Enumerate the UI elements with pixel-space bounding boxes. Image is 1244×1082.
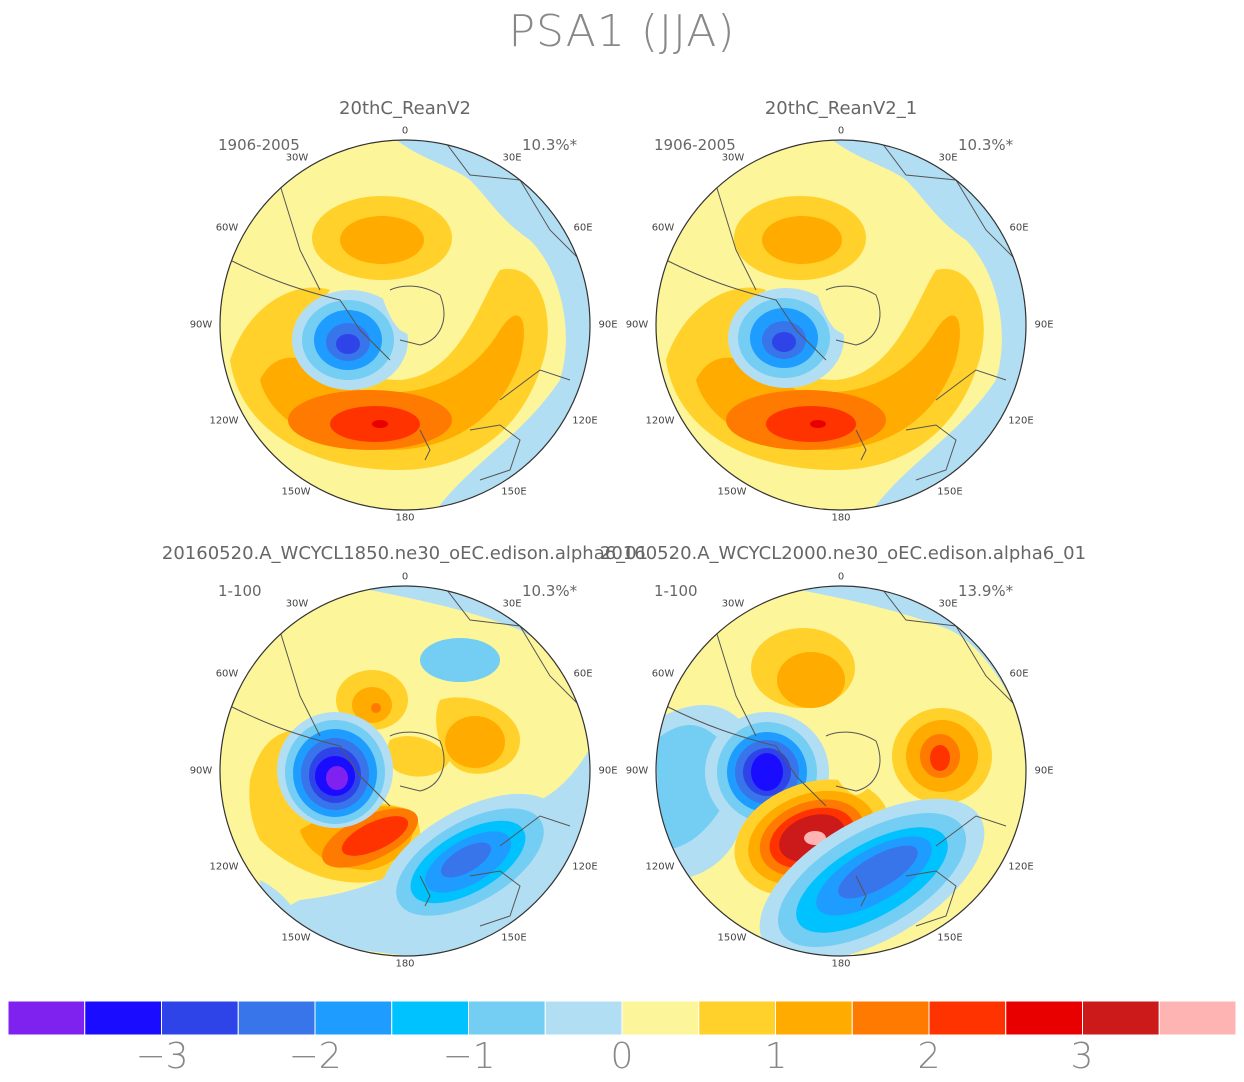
colorbar-swatch [1005,1000,1083,1036]
panel-4-variance: 13.9%* [958,582,1014,600]
p3-lon-120e: 120E [572,861,598,873]
colorbar-tick-label: −3 [135,1036,189,1077]
p4-lon-180: 180 [831,958,851,970]
colorbar-swatch [391,1000,469,1036]
p4-lon-120e: 120E [1008,861,1034,873]
p3-lon-60w: 60W [215,668,239,680]
colorbar-swatch [1082,1000,1160,1036]
p4-lon-150e: 150E [937,932,963,944]
p4-lon-90e: 90E [1034,765,1054,777]
p4-lon-150w: 150W [717,932,747,944]
p1-lon-180: 180 [395,512,415,524]
p2-lon-60w: 60W [651,222,675,234]
panel-2-variance: 10.3%* [958,136,1014,154]
p3-lon-90w: 90W [189,765,213,777]
panel-1-period: 1906-2005 [218,136,300,154]
colorbar-swatch [621,1000,700,1036]
p1-lon-150e: 150E [501,486,527,498]
p4-lon-60w: 60W [651,668,675,680]
p3-lon-150e: 150E [501,932,527,944]
p1-lon-120e: 120E [572,415,598,427]
p3-lon-90e: 90E [598,765,618,777]
p2-lon-150e: 150E [937,486,963,498]
colorbar-swatch [851,1000,930,1036]
p3-lon-150w: 150W [281,932,311,944]
p1-lon-60w: 60W [215,222,239,234]
polar-map-1 [220,140,590,510]
panel-2-title: 20thC_ReanV2_1 [764,98,918,119]
p3-lon-60e: 60E [573,668,593,680]
p1-lon-120w: 120W [209,415,239,427]
panel-1-title: 20thC_ReanV2 [339,98,471,119]
colorbar-tick-label: 1 [764,1036,788,1077]
polar-map-3 [220,586,590,956]
figure-title: PSA1 (JJA) [508,6,736,57]
p4-lon-0: 0 [837,571,845,583]
panel-1-variance: 10.3%* [522,136,578,154]
p2-lon-90w: 90W [625,319,649,331]
panel-4-period: 1-100 [654,582,698,600]
p3-lon-0: 0 [401,571,409,583]
p4-lon-60e: 60E [1009,668,1029,680]
colorbar-swatch [161,1000,239,1036]
p4-lon-90w: 90W [625,765,649,777]
colorbar-swatch [1158,1000,1237,1036]
colorbar-swatch [698,1000,776,1036]
colorbar [7,1000,1237,1036]
p1-lon-30e: 30E [502,152,522,164]
colorbar-tick-label: −2 [288,1036,342,1077]
p4-lon-30e: 30E [938,598,958,610]
colorbar-swatch [928,1000,1007,1036]
colorbar-swatch [775,1000,853,1036]
colorbar-swatch [544,1000,623,1036]
colorbar-tick-label: 2 [917,1036,941,1077]
p1-lon-90w: 90W [189,319,213,331]
panel-4-title: 20160520.A_WCYCL2000.ne30_oEC.edison.alp… [599,543,1087,564]
p4-lon-120w: 120W [645,861,675,873]
p3-lon-120w: 120W [209,861,239,873]
polar-map-4 [656,586,1026,956]
p2-lon-0: 0 [837,125,845,137]
colorbar-tick-label: −1 [442,1036,496,1077]
p3-lon-180: 180 [395,958,415,970]
p2-lon-120e: 120E [1008,415,1034,427]
panel-3-variance: 10.3%* [522,582,578,600]
p2-lon-150w: 150W [717,486,747,498]
colorbar-swatch [314,1000,393,1036]
panel-3-title: 20160520.A_WCYCL1850.ne30_oEC.edison.alp… [161,543,649,564]
p1-lon-150w: 150W [281,486,311,498]
colorbar-swatch [237,1000,316,1036]
colorbar-swatch [84,1000,162,1036]
p2-lon-120w: 120W [645,415,675,427]
p2-lon-90e: 90E [1034,319,1054,331]
p3-lon-30w: 30W [285,598,309,610]
p2-lon-180: 180 [831,512,851,524]
p1-lon-90e: 90E [598,319,618,331]
panel-3-period: 1-100 [218,582,262,600]
colorbar-swatch [468,1000,546,1036]
colorbar-swatch [7,1000,86,1036]
panel-2-period: 1906-2005 [654,136,736,154]
p3-lon-30e: 30E [502,598,522,610]
p2-lon-30e: 30E [938,152,958,164]
colorbar-tick-label: 0 [610,1036,634,1077]
p2-lon-30w: 30W [721,152,745,164]
p1-lon-60e: 60E [573,222,593,234]
p1-lon-30w: 30W [285,152,309,164]
p4-lon-30w: 30W [721,598,745,610]
p1-lon-0: 0 [401,125,409,137]
p2-lon-60e: 60E [1009,222,1029,234]
polar-map-2 [656,140,1026,510]
colorbar-tick-label: 3 [1070,1036,1094,1077]
